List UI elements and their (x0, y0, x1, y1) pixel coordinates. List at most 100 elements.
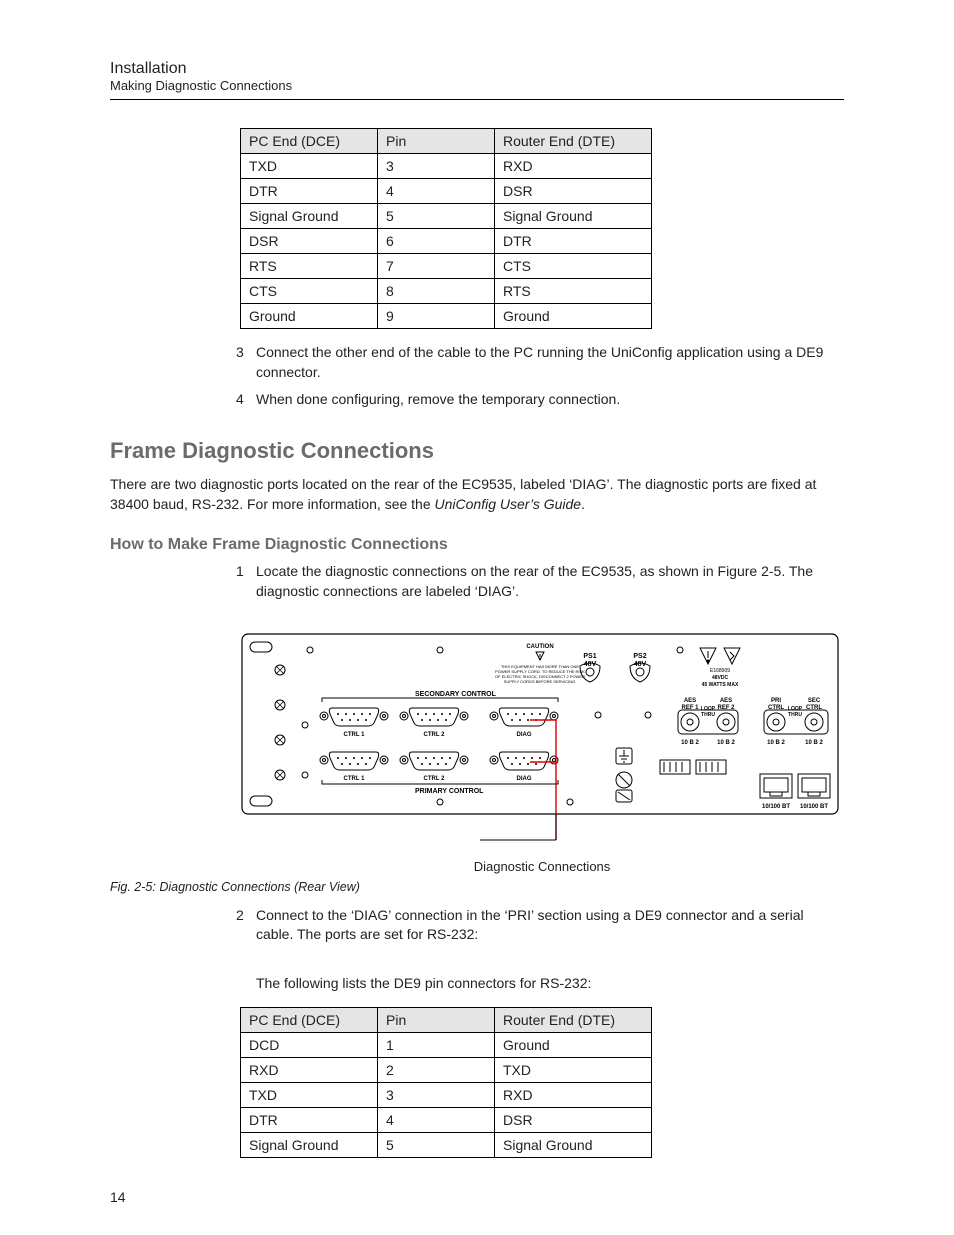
figure-2-5: CAUTION THIS EQUIPMENT HAS MORE THAN ONE… (240, 630, 844, 874)
table-cell: TXD (241, 1083, 378, 1108)
ps1-label: PS148V (583, 653, 596, 668)
t1-h0: PC End (DCE) (241, 129, 378, 154)
table-cell: 3 (378, 1083, 495, 1108)
table-cell: CTS (241, 279, 378, 304)
svg-text:DIAG: DIAG (517, 776, 532, 782)
eth-b: 10/100 BT (800, 804, 828, 810)
table-cell: RXD (495, 1083, 652, 1108)
header-rule (110, 99, 844, 100)
table-cell: 5 (378, 1133, 495, 1158)
t2-h0: PC End (DCE) (241, 1008, 378, 1033)
table-cell: 5 (378, 204, 495, 229)
header-title: Installation (110, 60, 844, 78)
table-cell: DSR (495, 179, 652, 204)
w-label: 45 WATTS MAX (702, 682, 739, 688)
t1-h2: Router End (DTE) (495, 129, 652, 154)
table-cell: DCD (241, 1033, 378, 1058)
v-label: 48VDC (712, 675, 729, 681)
table-row: TXD3RXD (241, 154, 652, 179)
tenb2-c: 10 B 2 (767, 740, 785, 746)
loop-label: LOOPTHRU (701, 706, 716, 718)
table-cell: RTS (495, 279, 652, 304)
t2-h2: Router End (DTE) (495, 1008, 652, 1033)
table-cell: DTR (495, 229, 652, 254)
table-row: DTR4DSR (241, 1108, 652, 1133)
step-item: 3Connect the other end of the cable to t… (240, 343, 844, 382)
intro-c: . (581, 496, 585, 512)
step-number: 4 (236, 390, 244, 410)
table-cell: 9 (378, 304, 495, 329)
table-cell: 1 (378, 1033, 495, 1058)
table-cell: RTS (241, 254, 378, 279)
tenb2-a: 10 B 2 (681, 740, 699, 746)
table-cell: DTR (241, 1108, 378, 1133)
eth-a: 10/100 BT (762, 804, 790, 810)
primary-label: PRIMARY CONTROL (415, 788, 484, 795)
table-row: Signal Ground5Signal Ground (241, 1133, 652, 1158)
e-label: E168909 (710, 668, 730, 674)
table-cell: DSR (495, 1108, 652, 1133)
svg-text:CTRL 1: CTRL 1 (344, 776, 366, 782)
rear-panel-diagram: CAUTION THIS EQUIPMENT HAS MORE THAN ONE… (240, 630, 840, 850)
ps2-label: PS248V (633, 653, 646, 668)
step-text: Connect to the ‘DIAG’ connection in the … (256, 907, 804, 943)
secondary-label: SECONDARY CONTROL (415, 691, 497, 698)
table-cell: Signal Ground (241, 204, 378, 229)
tenb2-b: 10 B 2 (717, 740, 735, 746)
table-cell: 4 (378, 179, 495, 204)
table-cell: DSR (241, 229, 378, 254)
table-row: DCD1Ground (241, 1033, 652, 1058)
table-row: RTS7CTS (241, 254, 652, 279)
table-cell: 2 (378, 1058, 495, 1083)
table-cell: Ground (495, 304, 652, 329)
table-cell: CTS (495, 254, 652, 279)
step-item: 1Locate the diagnostic connections on th… (240, 562, 844, 601)
table-cell: 3 (378, 154, 495, 179)
subsection-heading: How to Make Frame Diagnostic Connections (110, 536, 844, 554)
table-cell: Ground (495, 1033, 652, 1058)
tenb2-d: 10 B 2 (805, 740, 823, 746)
steps-list-a: 3Connect the other end of the cable to t… (240, 343, 844, 410)
section-heading: Frame Diagnostic Connections (110, 438, 844, 464)
svg-text:DIAG: DIAG (517, 732, 532, 738)
pin-table-2: PC End (DCE) Pin Router End (DTE) DCD1Gr… (240, 1007, 652, 1158)
table-cell: 7 (378, 254, 495, 279)
caution-label: CAUTION (526, 644, 553, 650)
step-number: 1 (236, 562, 244, 582)
table-cell: DTR (241, 179, 378, 204)
table-row: Ground9Ground (241, 304, 652, 329)
table-cell: 6 (378, 229, 495, 254)
table-cell: TXD (495, 1058, 652, 1083)
intro-b: UniConfig User’s Guide (435, 496, 582, 512)
steps-list-c: 2Connect to the ‘DIAG’ connection in the… (240, 906, 844, 945)
steps-list-b: 1Locate the diagnostic connections on th… (240, 562, 844, 601)
figure-caption: Diagnostic Connections (240, 859, 844, 874)
page-number: 14 (110, 1189, 126, 1205)
t2-h1: Pin (378, 1008, 495, 1033)
after-step2: The following lists the DE9 pin connecto… (256, 973, 844, 993)
table-cell: Ground (241, 304, 378, 329)
svg-text:CTRL 1: CTRL 1 (344, 732, 366, 738)
table-cell: TXD (241, 154, 378, 179)
figure-label: Fig. 2-5: Diagnostic Connections (Rear V… (110, 880, 844, 894)
warn-text: THIS EQUIPMENT HAS MORE THAN ONEPOWER SU… (495, 664, 585, 684)
svg-text:CTRL 2: CTRL 2 (424, 776, 446, 782)
step-text: Connect the other end of the cable to th… (256, 344, 823, 380)
table-cell: Signal Ground (241, 1133, 378, 1158)
step-number: 3 (236, 343, 244, 363)
table-row: CTS8RTS (241, 279, 652, 304)
table-cell: Signal Ground (495, 1133, 652, 1158)
step-item: 4When done configuring, remove the tempo… (240, 390, 844, 410)
table-cell: 8 (378, 279, 495, 304)
table-cell: 4 (378, 1108, 495, 1133)
step-number: 2 (236, 906, 244, 926)
table-cell: RXD (241, 1058, 378, 1083)
table-cell: Signal Ground (495, 204, 652, 229)
page-header: Installation Making Diagnostic Connectio… (110, 60, 844, 93)
svg-text:CTRL 2: CTRL 2 (424, 732, 446, 738)
table-cell: RXD (495, 154, 652, 179)
sec-label: SECCTRL (806, 698, 822, 711)
pin-table-1: PC End (DCE) Pin Router End (DTE) TXD3RX… (240, 128, 652, 329)
table-row: DSR6DTR (241, 229, 652, 254)
table-row: DTR4DSR (241, 179, 652, 204)
